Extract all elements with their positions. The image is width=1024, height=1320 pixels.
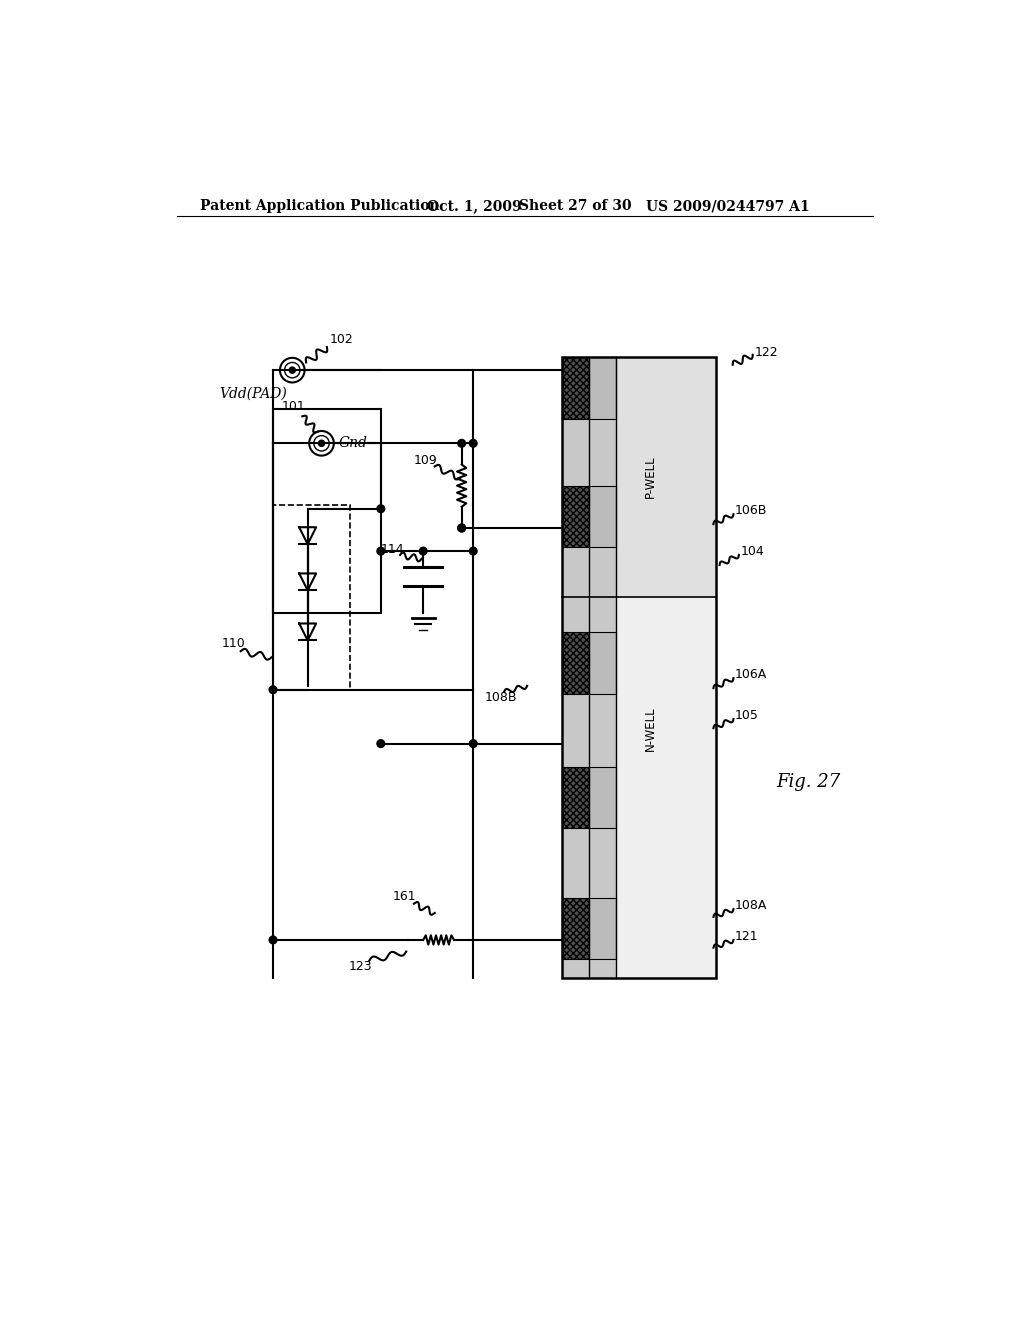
Circle shape [458, 524, 466, 532]
Text: 114: 114 [381, 543, 404, 556]
Bar [562, 898, 589, 960]
Bar [562, 358, 589, 418]
Circle shape [318, 441, 325, 446]
Circle shape [458, 524, 466, 532]
Text: 110: 110 [221, 638, 245, 649]
Bar [562, 358, 716, 978]
Circle shape [469, 739, 477, 747]
Text: Oct. 1, 2009: Oct. 1, 2009 [427, 199, 521, 213]
Circle shape [377, 739, 385, 747]
Text: Gnd: Gnd [339, 437, 368, 450]
Text: 102: 102 [330, 333, 353, 346]
Bar [562, 632, 589, 693]
Bar [562, 767, 589, 829]
Text: 161: 161 [392, 890, 416, 903]
Text: 106B: 106B [735, 504, 767, 517]
Text: 123: 123 [348, 961, 372, 973]
Circle shape [269, 686, 276, 693]
Circle shape [419, 548, 427, 554]
Bar [562, 486, 589, 548]
Circle shape [469, 548, 477, 554]
Bar [589, 767, 615, 829]
Text: N-WELL: N-WELL [644, 706, 656, 751]
Text: Vdd(PAD): Vdd(PAD) [219, 387, 287, 400]
Text: 122: 122 [755, 346, 778, 359]
Text: US 2009/0244797 A1: US 2009/0244797 A1 [646, 199, 810, 213]
Circle shape [458, 440, 466, 447]
Text: 108B: 108B [484, 690, 517, 704]
Circle shape [289, 367, 295, 374]
Circle shape [377, 548, 385, 554]
Bar [589, 486, 615, 548]
Text: 106A: 106A [735, 668, 767, 681]
Bar [589, 358, 615, 418]
Text: 121: 121 [735, 929, 759, 942]
Bar [615, 358, 716, 598]
Bar [273, 409, 381, 612]
Circle shape [269, 936, 276, 944]
Bar [589, 632, 615, 693]
Bar [562, 358, 716, 978]
Text: 104: 104 [740, 545, 764, 557]
Bar [273, 506, 350, 689]
Text: Sheet 27 of 30: Sheet 27 of 30 [519, 199, 632, 213]
Text: Patent Application Publication: Patent Application Publication [200, 199, 439, 213]
Bar [589, 898, 615, 960]
Text: 109: 109 [414, 454, 437, 467]
Circle shape [377, 504, 385, 512]
Circle shape [469, 440, 477, 447]
Text: Fig. 27: Fig. 27 [776, 774, 840, 791]
Text: 101: 101 [282, 400, 305, 413]
Bar [615, 597, 716, 978]
Text: 108A: 108A [735, 899, 767, 912]
Text: 105: 105 [735, 709, 759, 722]
Text: P-WELL: P-WELL [644, 455, 656, 498]
